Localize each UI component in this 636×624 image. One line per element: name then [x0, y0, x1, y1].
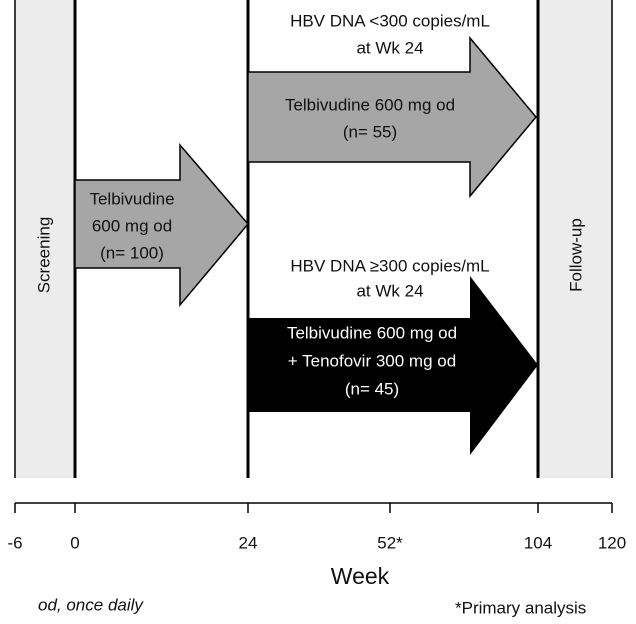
- arrow-text: Telbivudine 600 mg od: [287, 323, 457, 342]
- arrow-text: (n= 55): [343, 122, 397, 141]
- arrow: [74, 142, 249, 308]
- arrow-text: (n= 45): [345, 379, 399, 398]
- axis-label: Week: [331, 563, 390, 589]
- arrow: [247, 35, 537, 199]
- tick-label: 24: [239, 533, 258, 552]
- condition-text: at Wk 24: [356, 281, 423, 300]
- tick-label: 0: [70, 533, 79, 552]
- axis-ticks: -6 0 24 52* 104 120: [7, 503, 626, 552]
- phase-label: Screening: [34, 217, 53, 294]
- arrow-text: 600 mg od: [92, 216, 172, 235]
- tick-label: 52*: [377, 533, 403, 552]
- arrow-text: Telbivudine 600 mg od: [285, 95, 455, 114]
- arrow-text: (n= 100): [100, 243, 164, 262]
- condition-text: HBV DNA <300 copies/mL: [290, 11, 490, 30]
- tick-label: 104: [524, 533, 552, 552]
- condition-text: at Wk 24: [356, 38, 423, 57]
- tick-label: -6: [7, 533, 22, 552]
- arrow: [248, 276, 538, 455]
- arrow-text: Telbivudine: [89, 189, 174, 208]
- footnote: *Primary analysis: [455, 598, 586, 617]
- arrow-text: + Tenofovir 300 mg od: [288, 351, 456, 370]
- follow-up-band: [538, 0, 612, 478]
- tick-label: 120: [598, 533, 626, 552]
- condition-text: HBV DNA ≥300 copies/mL: [290, 256, 489, 275]
- footnote: od, once daily: [38, 595, 144, 614]
- phase-label: Follow-up: [566, 218, 585, 292]
- screening-band: [15, 0, 75, 478]
